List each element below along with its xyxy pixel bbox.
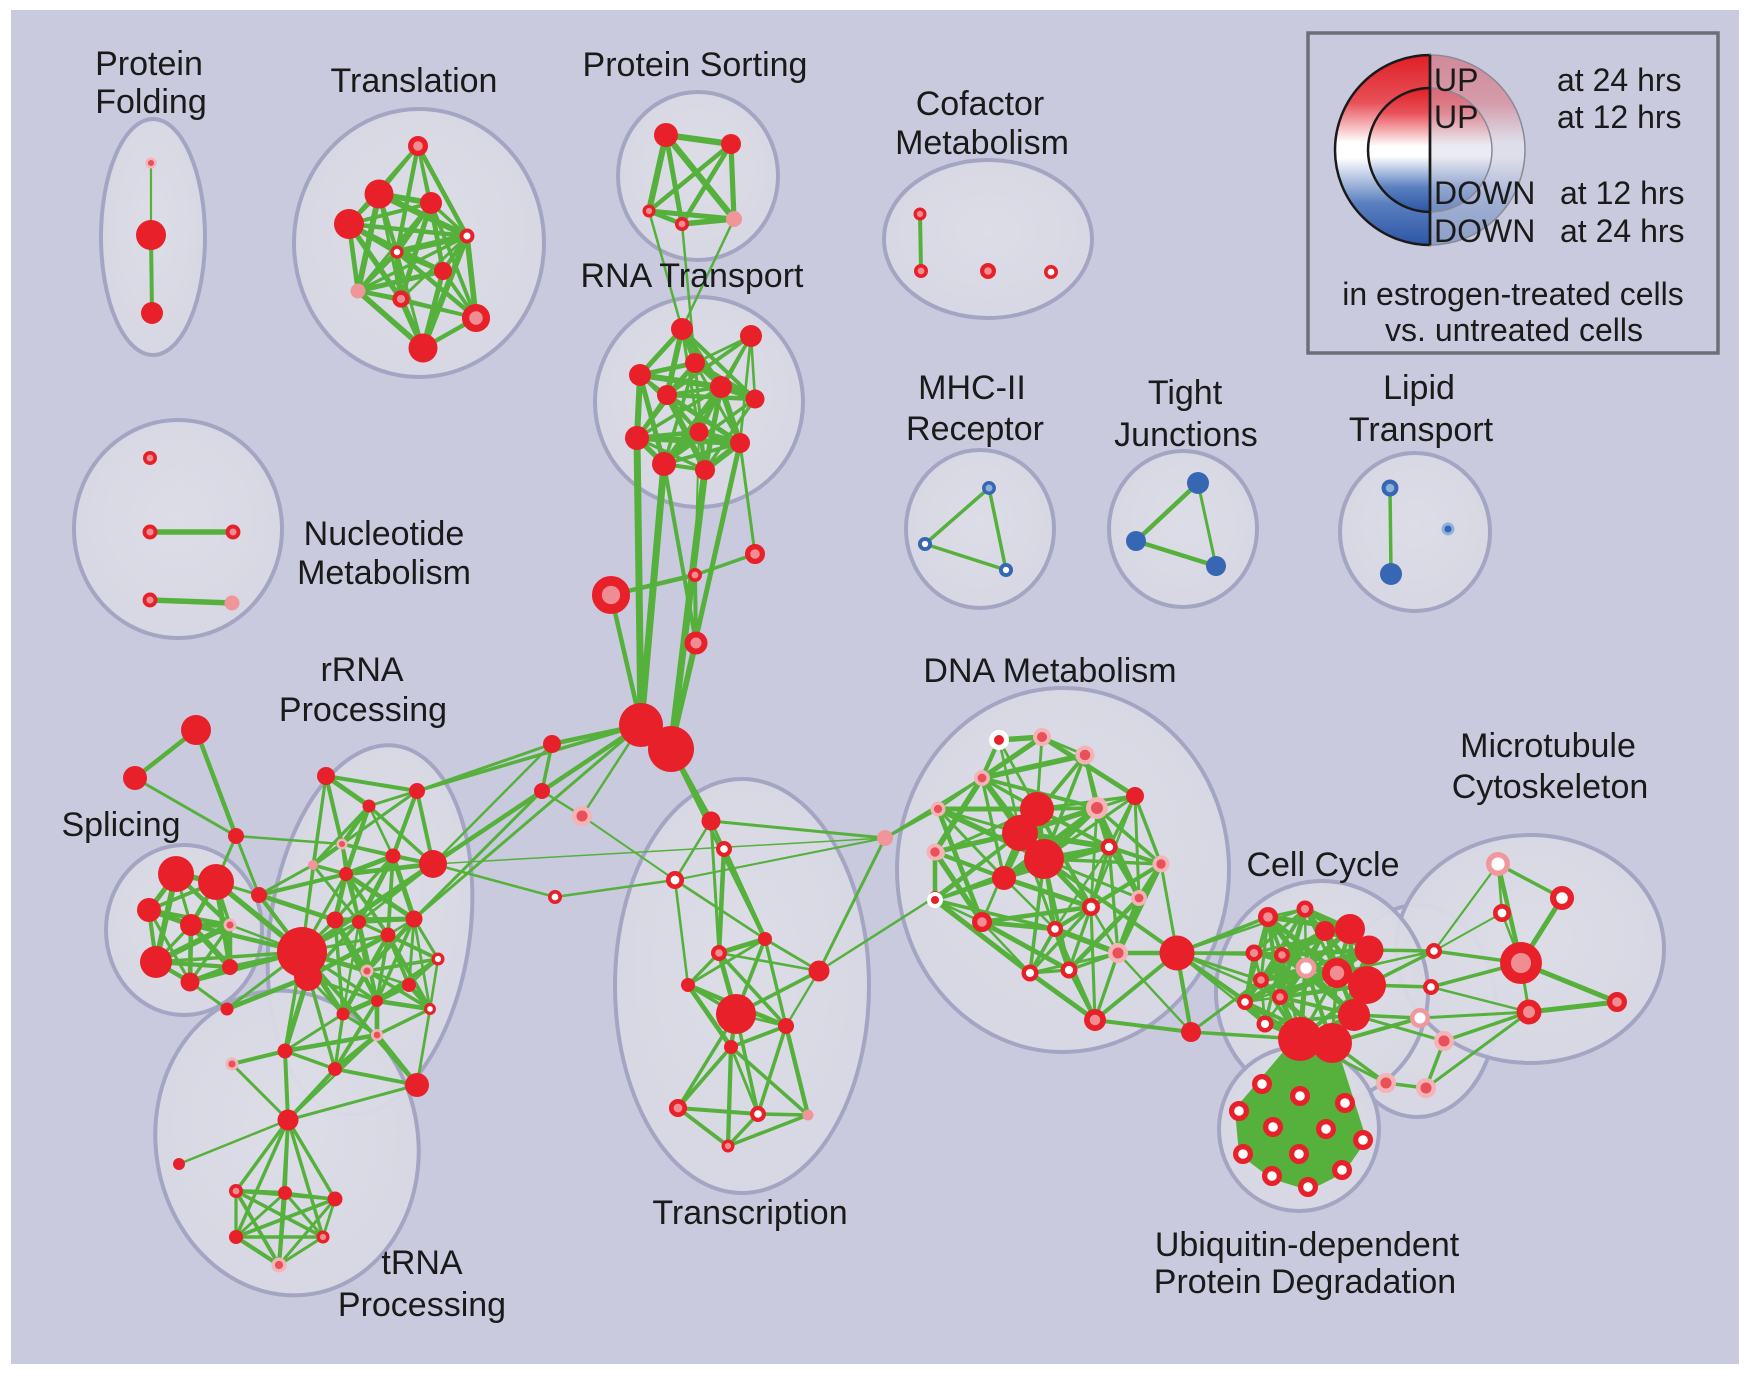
- svg-text:Metabolism: Metabolism: [895, 124, 1069, 162]
- svg-text:Receptor: Receptor: [906, 410, 1044, 448]
- svg-text:Translation: Translation: [331, 62, 498, 100]
- svg-text:tRNA: tRNA: [381, 1244, 463, 1282]
- svg-text:Junctions: Junctions: [1114, 416, 1258, 454]
- svg-text:Folding: Folding: [95, 83, 207, 121]
- svg-text:at 12 hrs: at 12 hrs: [1557, 99, 1682, 135]
- svg-text:Protein Sorting: Protein Sorting: [583, 46, 808, 84]
- svg-text:Splicing: Splicing: [61, 806, 180, 844]
- svg-text:Cofactor: Cofactor: [916, 85, 1045, 123]
- svg-text:DOWN: DOWN: [1434, 213, 1535, 249]
- svg-text:Ubiquitin-dependent: Ubiquitin-dependent: [1155, 1226, 1460, 1264]
- svg-text:Transport: Transport: [1349, 411, 1494, 449]
- svg-text:DOWN: DOWN: [1434, 175, 1535, 211]
- svg-text:Microtubule: Microtubule: [1460, 727, 1636, 765]
- svg-text:Protein: Protein: [95, 45, 203, 83]
- svg-text:UP: UP: [1434, 62, 1478, 98]
- svg-text:Processing: Processing: [279, 691, 447, 729]
- svg-text:MHC-II: MHC-II: [918, 369, 1026, 407]
- svg-text:DNA Metabolism: DNA Metabolism: [923, 652, 1176, 690]
- svg-text:UP: UP: [1434, 99, 1478, 135]
- svg-text:Cytoskeleton: Cytoskeleton: [1452, 768, 1649, 806]
- svg-text:Tight: Tight: [1148, 374, 1223, 412]
- svg-text:rRNA: rRNA: [320, 651, 403, 689]
- svg-text:Protein Degradation: Protein Degradation: [1154, 1263, 1456, 1301]
- svg-text:RNA Transport: RNA Transport: [581, 257, 805, 295]
- svg-text:Lipid: Lipid: [1383, 369, 1455, 407]
- svg-text:vs. untreated cells: vs. untreated cells: [1385, 312, 1643, 348]
- svg-text:Nucleotide: Nucleotide: [304, 515, 465, 553]
- svg-text:Metabolism: Metabolism: [297, 554, 471, 592]
- svg-text:Transcription: Transcription: [652, 1194, 847, 1232]
- svg-text:at 12 hrs: at 12 hrs: [1560, 175, 1685, 211]
- svg-text:in estrogen-treated cells: in estrogen-treated cells: [1342, 276, 1684, 312]
- svg-text:Cell Cycle: Cell Cycle: [1246, 846, 1399, 884]
- svg-text:at 24 hrs: at 24 hrs: [1560, 213, 1685, 249]
- svg-text:Processing: Processing: [338, 1286, 506, 1324]
- svg-text:at 24 hrs: at 24 hrs: [1557, 62, 1682, 98]
